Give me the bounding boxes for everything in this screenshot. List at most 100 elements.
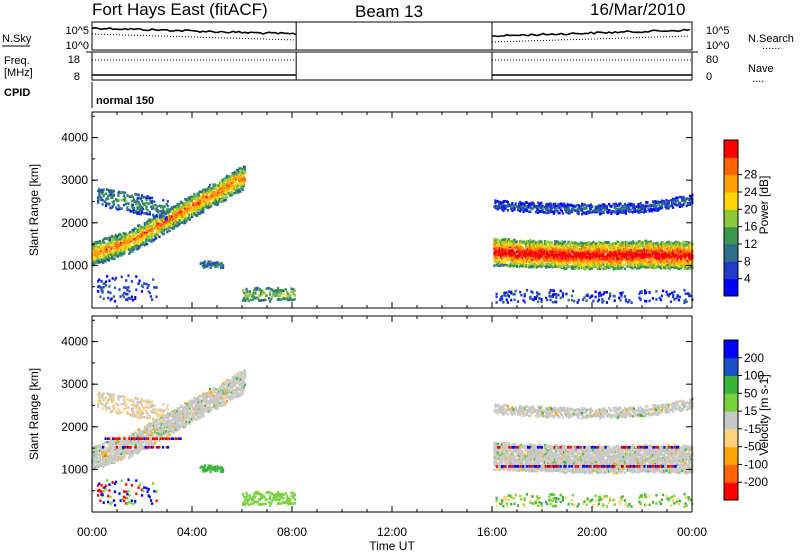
power-echo (537, 252, 540, 256)
power-echo (135, 202, 138, 206)
power-echo (690, 195, 693, 198)
power-echo (209, 199, 212, 202)
velocity-echo (93, 452, 96, 455)
power-echo (596, 300, 599, 303)
power-echo (495, 205, 498, 208)
power-echo (650, 255, 653, 259)
power-echo (559, 296, 562, 300)
power-echo (239, 190, 242, 193)
power-echo (175, 205, 178, 208)
velocity-echo (95, 446, 98, 449)
power-echo (528, 265, 531, 269)
power-echo (175, 207, 178, 210)
velocity-echo (97, 456, 100, 460)
power-echo (161, 219, 164, 223)
velocity-echo (148, 443, 151, 446)
power-echo (104, 201, 108, 205)
power-echo (532, 298, 535, 302)
power-echo (242, 179, 245, 183)
power-echo (206, 187, 209, 191)
velocity-echo (139, 446, 142, 449)
velocity-echo (111, 459, 114, 463)
power-echo (135, 200, 138, 203)
power-echo (572, 289, 575, 293)
velocity-echo (152, 431, 155, 434)
power-echo (532, 260, 535, 263)
power-echo (609, 245, 612, 249)
power-echo (640, 251, 643, 255)
power-echo (152, 207, 155, 210)
power-echo (127, 286, 130, 289)
power-echo (660, 248, 664, 251)
power-echo (141, 230, 144, 234)
power-echo (681, 255, 684, 259)
power-echo (233, 170, 236, 174)
power-echo (550, 264, 553, 268)
power-echo (613, 258, 616, 261)
power-echo (577, 210, 580, 213)
power-echo (657, 263, 660, 266)
power-echo (151, 196, 154, 200)
power-echo (541, 204, 544, 208)
power-echo (182, 215, 185, 219)
power-echo (577, 242, 580, 246)
power-echo (121, 245, 124, 248)
velocity-echo (165, 430, 168, 433)
power-echo (97, 256, 100, 259)
power-echo (546, 211, 549, 215)
power-echo (246, 290, 249, 294)
power-echo (585, 206, 588, 210)
power-echo (537, 250, 540, 253)
power-echo (642, 241, 646, 244)
power-echo (537, 262, 540, 266)
power-echo (596, 248, 599, 251)
power-echo (559, 263, 562, 267)
power-echo (619, 256, 622, 260)
power-echo (162, 232, 166, 236)
power-echo (152, 227, 155, 230)
power-echo (115, 251, 118, 255)
power-echo (609, 250, 612, 254)
power-echo (672, 258, 675, 262)
power-echo (93, 251, 96, 255)
power-echo (505, 254, 508, 257)
power-echo (143, 231, 146, 234)
power-echo (184, 201, 187, 205)
power-echo (227, 188, 230, 192)
power-echo (649, 262, 652, 266)
power-echo (582, 242, 585, 245)
power-echo (570, 258, 574, 261)
power-echo (98, 192, 101, 195)
power-echo (624, 299, 628, 303)
power-echo (122, 286, 126, 289)
power-echo (532, 241, 535, 245)
power-echo (573, 267, 576, 270)
power-echo (586, 246, 589, 250)
power-echo (229, 176, 232, 180)
power-echo (102, 258, 105, 262)
power-echo (139, 196, 142, 200)
power-echo (596, 208, 599, 211)
power-echo (605, 301, 608, 304)
power-echo (585, 241, 588, 245)
power-echo (233, 174, 236, 178)
power-echo (243, 170, 247, 173)
power-echo (289, 294, 292, 297)
power-echo (648, 242, 651, 246)
power-echo (658, 260, 661, 263)
power-echo (612, 210, 615, 213)
power-echo (145, 282, 148, 286)
power-echo (229, 191, 232, 195)
velocity-echo (152, 443, 155, 446)
power-echo (206, 191, 209, 194)
power-echo (675, 203, 678, 207)
power-echo (93, 244, 96, 247)
power-echo (590, 203, 593, 206)
velocity-echo (168, 429, 171, 433)
power-echo (138, 246, 141, 249)
power-echo (137, 207, 140, 210)
power-echo (523, 252, 526, 255)
power-echo (241, 167, 244, 171)
power-echo (568, 246, 571, 250)
